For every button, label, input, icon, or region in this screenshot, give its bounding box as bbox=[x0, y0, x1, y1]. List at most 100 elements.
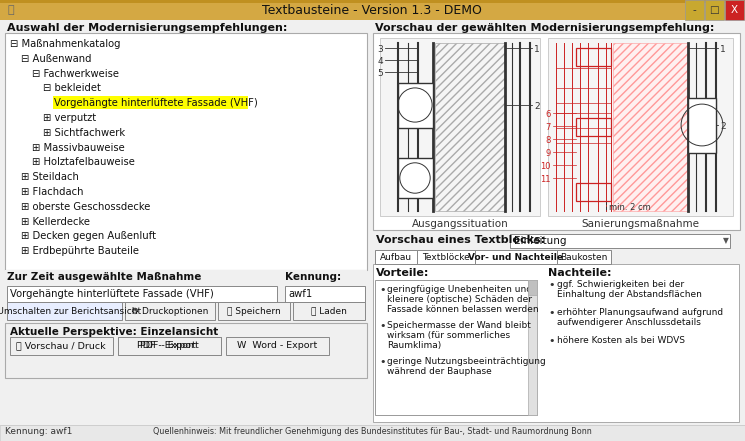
Bar bbox=[375, 250, 417, 264]
Text: Ausgangssituation: Ausgangssituation bbox=[412, 219, 508, 229]
Bar bbox=[53, 96, 248, 109]
Bar bbox=[118, 337, 221, 355]
Text: PDF - Export: PDF - Export bbox=[139, 341, 198, 351]
Text: Einleitung: Einleitung bbox=[514, 236, 566, 246]
Text: ⚙ Druckoptionen: ⚙ Druckoptionen bbox=[131, 306, 209, 315]
Bar bbox=[5, 33, 367, 270]
Bar bbox=[285, 286, 365, 302]
Bar bbox=[0, 0, 745, 20]
Text: ⊟ Fachwerkweise: ⊟ Fachwerkweise bbox=[32, 69, 119, 78]
Text: Aktuelle Perspektive: Einzelansicht: Aktuelle Perspektive: Einzelansicht bbox=[10, 327, 218, 337]
Bar bbox=[398, 158, 433, 198]
Bar bbox=[10, 337, 113, 355]
Bar bbox=[7, 302, 122, 320]
Bar bbox=[576, 48, 611, 66]
Text: Kennung:: Kennung: bbox=[285, 272, 341, 282]
Bar bbox=[725, 0, 744, 20]
Bar bbox=[435, 43, 505, 211]
Bar bbox=[373, 233, 740, 249]
Text: 6: 6 bbox=[545, 110, 551, 119]
Text: Textblöcke: Textblöcke bbox=[422, 253, 470, 262]
Text: aufwendigerer Anschlussdetails: aufwendigerer Anschlussdetails bbox=[557, 318, 701, 327]
Text: Einhaltung der Abstandsflächen: Einhaltung der Abstandsflächen bbox=[557, 290, 702, 299]
Text: ⊞ verputzt: ⊞ verputzt bbox=[43, 113, 96, 123]
Text: Fassade können belassen werden: Fassade können belassen werden bbox=[387, 305, 539, 314]
Text: ⊞ Sichtfachwerk: ⊞ Sichtfachwerk bbox=[43, 128, 125, 138]
Text: Vorgehängte hinterlüftete Fassade (VHF): Vorgehängte hinterlüftete Fassade (VHF) bbox=[10, 289, 214, 299]
Text: ⊞ Decken gegen Außenluft: ⊞ Decken gegen Außenluft bbox=[21, 232, 156, 241]
Text: 8: 8 bbox=[545, 136, 551, 145]
Text: 2: 2 bbox=[534, 102, 539, 111]
Text: 💾 Speichern: 💾 Speichern bbox=[227, 306, 281, 315]
Text: ⊞ oberste Geschossdecke: ⊞ oberste Geschossdecke bbox=[21, 202, 150, 212]
Text: Vorschau der gewählten Modernisierungsempfehlung:: Vorschau der gewählten Modernisierungsem… bbox=[375, 23, 714, 33]
Bar bbox=[417, 250, 475, 264]
Bar bbox=[373, 33, 740, 230]
Text: •: • bbox=[379, 357, 385, 367]
Bar bbox=[475, 250, 557, 264]
Text: Sanierungsmaßnahme: Sanierungsmaßnahme bbox=[581, 219, 699, 229]
Bar bbox=[398, 83, 433, 128]
Bar bbox=[373, 264, 739, 422]
Text: erhöhter Planungsaufwand aufgrund: erhöhter Planungsaufwand aufgrund bbox=[557, 308, 723, 317]
Text: ⊟ bekleidet: ⊟ bekleidet bbox=[43, 83, 101, 93]
Text: ⊞ Massivbauweise: ⊞ Massivbauweise bbox=[32, 142, 124, 153]
Text: Aufbau: Aufbau bbox=[380, 253, 412, 262]
Text: •: • bbox=[548, 280, 554, 290]
Text: Textbausteine - Version 1.3 - DEMO: Textbausteine - Version 1.3 - DEMO bbox=[262, 4, 482, 16]
Text: •: • bbox=[379, 285, 385, 295]
Text: 3: 3 bbox=[377, 45, 383, 54]
Text: wirksam (für sommerliches: wirksam (für sommerliches bbox=[387, 331, 510, 340]
Bar bbox=[548, 38, 733, 216]
Text: Auswahl der Modernisierungsempfehlungen:: Auswahl der Modernisierungsempfehlungen: bbox=[7, 23, 288, 33]
Text: Kennung: awf1: Kennung: awf1 bbox=[5, 427, 72, 437]
Text: □: □ bbox=[709, 5, 719, 15]
Text: •: • bbox=[548, 336, 554, 346]
Text: -: - bbox=[692, 5, 696, 15]
Text: 5: 5 bbox=[377, 69, 383, 78]
Text: awf1: awf1 bbox=[288, 289, 312, 299]
Text: PDF - Export: PDF - Export bbox=[136, 341, 195, 351]
Text: 🖨 Vorschau / Druck: 🖨 Vorschau / Druck bbox=[16, 341, 106, 351]
Text: •: • bbox=[548, 308, 554, 318]
Text: Zur Zeit ausgewählte Maßnahme: Zur Zeit ausgewählte Maßnahme bbox=[7, 272, 201, 282]
Bar bbox=[0, 425, 745, 441]
Bar bbox=[375, 280, 537, 415]
Bar bbox=[7, 286, 277, 302]
Text: 1: 1 bbox=[534, 45, 539, 54]
Bar bbox=[510, 234, 730, 248]
Text: Raumklima): Raumklima) bbox=[387, 341, 441, 350]
Text: 10: 10 bbox=[541, 162, 551, 171]
Text: 11: 11 bbox=[541, 175, 551, 184]
Text: ⊞ Kellerdecke: ⊞ Kellerdecke bbox=[21, 217, 90, 227]
Text: W  Word - Export: W Word - Export bbox=[237, 341, 317, 351]
Bar bbox=[685, 0, 704, 20]
Text: ⎕: ⎕ bbox=[7, 5, 13, 15]
Text: Speichermasse der Wand bleibt: Speichermasse der Wand bleibt bbox=[387, 321, 531, 330]
Text: ⊞ Flachdach: ⊞ Flachdach bbox=[21, 187, 83, 197]
Bar bbox=[5, 270, 367, 284]
Bar bbox=[118, 337, 221, 355]
Bar bbox=[528, 280, 537, 295]
Bar bbox=[125, 302, 215, 320]
Bar bbox=[5, 323, 367, 378]
Text: Quellenhinweis: Mit freundlicher Genehmigung des Bundesinstitutes für Bau-, Stad: Quellenhinweis: Mit freundlicher Genehmi… bbox=[153, 427, 592, 437]
Text: ⊞ Holztafelbauweise: ⊞ Holztafelbauweise bbox=[32, 157, 135, 168]
Text: ⊟ Außenwand: ⊟ Außenwand bbox=[21, 54, 92, 64]
Text: ✔ Umschalten zur Berichtsansicht: ✔ Umschalten zur Berichtsansicht bbox=[0, 306, 141, 315]
Text: 4: 4 bbox=[378, 57, 383, 66]
Text: höhere Kosten als bei WDVS: höhere Kosten als bei WDVS bbox=[557, 336, 685, 345]
Text: min. 2 cm: min. 2 cm bbox=[609, 203, 650, 213]
Text: 7: 7 bbox=[545, 123, 551, 132]
Text: Vorgehängte hinterlüftete Fassade (VHF): Vorgehängte hinterlüftete Fassade (VHF) bbox=[54, 98, 258, 108]
Text: 9: 9 bbox=[546, 149, 551, 158]
Bar bbox=[688, 98, 716, 153]
Bar bbox=[218, 302, 290, 320]
Text: Nachteile:: Nachteile: bbox=[548, 268, 612, 278]
Bar bbox=[380, 38, 540, 216]
Bar bbox=[557, 250, 611, 264]
Text: ⊞ Steildach: ⊞ Steildach bbox=[21, 172, 79, 182]
Text: ⊞ Erdbерührte Bauteile: ⊞ Erdbерührte Bauteile bbox=[21, 246, 139, 256]
Text: geringfügige Unebenheiten und: geringfügige Unebenheiten und bbox=[387, 285, 532, 294]
Text: 📂 Laden: 📂 Laden bbox=[311, 306, 347, 315]
